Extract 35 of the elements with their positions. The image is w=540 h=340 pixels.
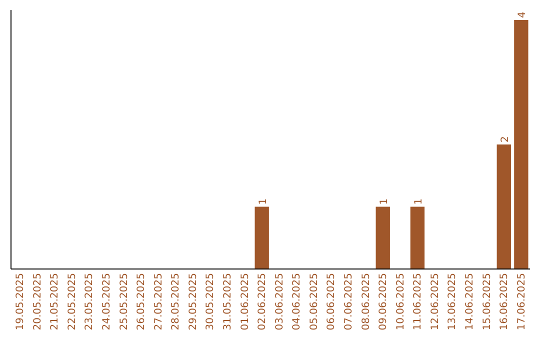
x-tick-label: 26.05.2025 bbox=[136, 273, 148, 330]
x-tick-label: 04.06.2025 bbox=[292, 273, 303, 330]
x-tick-label: 27.05.2025 bbox=[153, 273, 164, 330]
x-tick-label: 10.06.2025 bbox=[395, 273, 406, 330]
data-label: 2 bbox=[500, 136, 511, 142]
x-tick-label: 09.06.2025 bbox=[378, 273, 390, 330]
x-tick-label: 16.06.2025 bbox=[499, 273, 510, 330]
data-label: 1 bbox=[413, 198, 424, 205]
data-label: 1 bbox=[258, 198, 269, 205]
x-tick-label: 08.06.2025 bbox=[360, 273, 372, 330]
x-tick-label: 24.05.2025 bbox=[101, 273, 112, 330]
x-tick-label: 28.05.2025 bbox=[170, 273, 182, 330]
x-tick-label: 14.06.2025 bbox=[464, 273, 476, 330]
x-tick-label: 05.06.2025 bbox=[308, 273, 320, 330]
x-tick-label: 30.05.2025 bbox=[205, 273, 216, 330]
x-tick-label: 11.06.2025 bbox=[412, 273, 424, 330]
x-tick-label: 25.05.2025 bbox=[118, 273, 130, 330]
x-tick-label: 01.06.2025 bbox=[240, 273, 251, 330]
x-tick-label: 17.06.2025 bbox=[516, 273, 528, 330]
x-tick-label: 19.05.2025 bbox=[15, 273, 26, 330]
data-label: 4 bbox=[517, 12, 528, 18]
x-tick-label: 29.05.2025 bbox=[188, 273, 199, 330]
x-tick-label: 02.06.2025 bbox=[257, 273, 268, 330]
x-tick-label: 13.06.2025 bbox=[447, 273, 458, 330]
x-tick-label: 03.06.2025 bbox=[274, 273, 286, 330]
x-tick-label: 22.05.2025 bbox=[66, 273, 78, 330]
x-tick-label: 06.06.2025 bbox=[326, 273, 338, 330]
x-tick-label: 20.05.2025 bbox=[32, 273, 44, 330]
x-tick-label: 21.05.2025 bbox=[50, 273, 61, 330]
x-tick-label: 12.06.2025 bbox=[430, 273, 441, 330]
x-tick-label: 07.06.2025 bbox=[344, 273, 354, 330]
x-tick-label: 15.06.2025 bbox=[482, 273, 493, 330]
x-tick-label: 23.05.2025 bbox=[84, 273, 96, 330]
x-tick-label: 31.05.2025 bbox=[222, 273, 234, 330]
data-label: 1 bbox=[378, 198, 390, 205]
